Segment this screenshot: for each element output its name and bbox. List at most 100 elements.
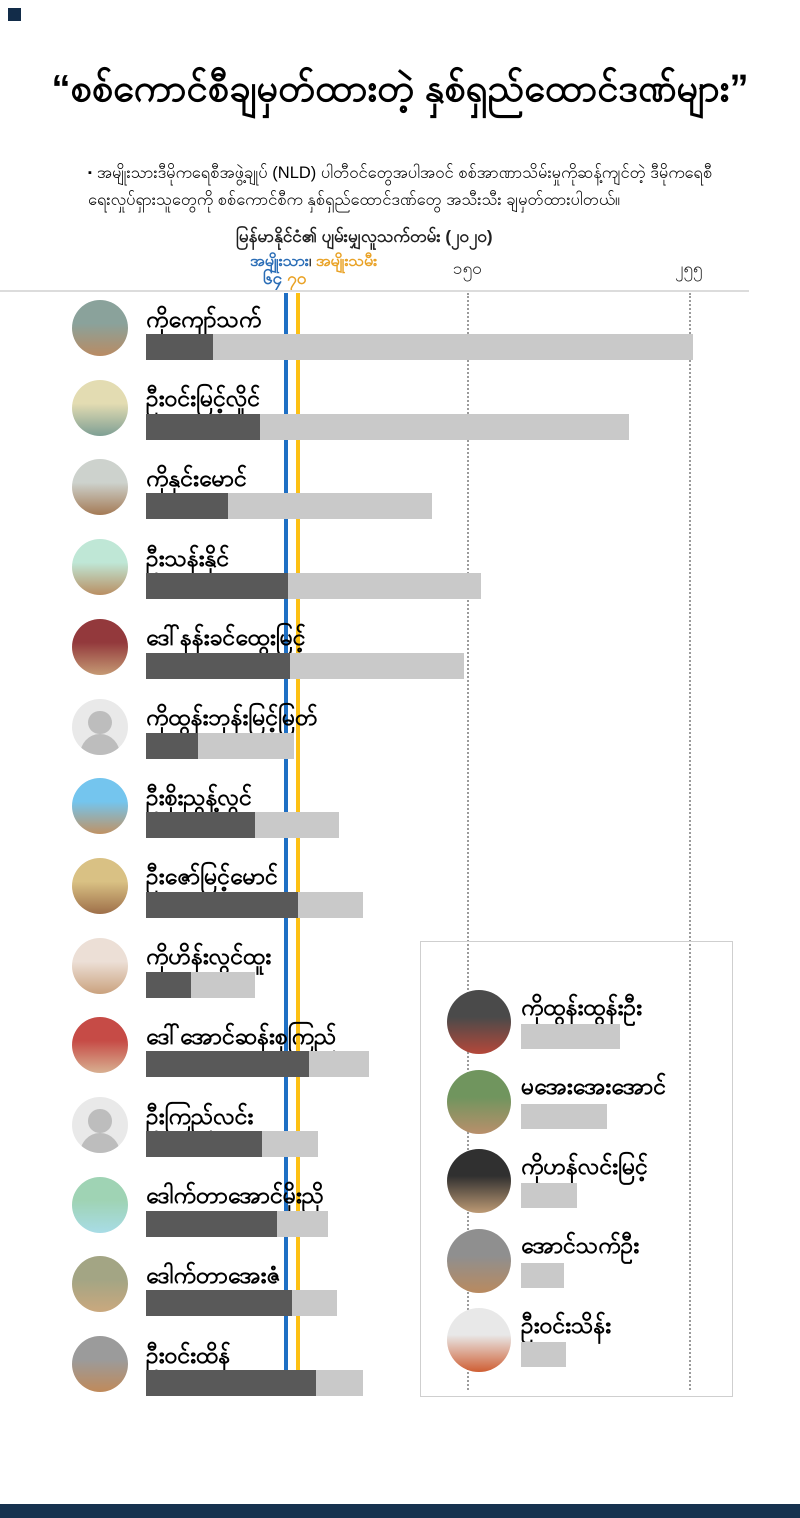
gridline-255 bbox=[689, 293, 691, 1390]
age-bar bbox=[146, 413, 260, 440]
avatar bbox=[72, 857, 128, 914]
person-row: ဒေါ်နန်းခင်ထွေးမြင့် bbox=[0, 611, 800, 687]
person-row: ဒေါက်တာအောင်မိုးညို bbox=[0, 1169, 800, 1245]
sentence-bar bbox=[146, 1370, 363, 1397]
avatar bbox=[72, 618, 128, 675]
avatar bbox=[447, 1228, 511, 1293]
inset-person-row: အောင်သက်ဦး bbox=[421, 1213, 730, 1295]
person-name: ဦးစိုးညွန့်လွင် bbox=[146, 783, 252, 810]
sentence-bar bbox=[146, 891, 363, 918]
person-name: ဒေါက်တာအေးဇံ bbox=[146, 1261, 281, 1288]
inset-person-row: ကိုထွန်းထွန်းဦး bbox=[421, 974, 730, 1056]
age-bar bbox=[146, 812, 256, 839]
age-bar bbox=[146, 891, 299, 918]
person-name: ဦးဇော်မြင့်မောင် bbox=[146, 863, 278, 890]
age-bar bbox=[146, 493, 228, 520]
person-name: အောင်သက်ဦး bbox=[521, 1232, 640, 1259]
chart-legend: အမျိုးသား၊ အမျိုးသမီး bbox=[250, 250, 377, 274]
sentence-bar bbox=[146, 493, 432, 520]
person-silhouette-icon bbox=[80, 734, 120, 755]
person-row: ဦးကြည်လင်း bbox=[0, 1089, 800, 1165]
axis-line bbox=[0, 290, 749, 292]
person-name: ဒေါ်နန်းခင်ထွေးမြင့် bbox=[146, 624, 306, 651]
sentence-bar bbox=[146, 812, 340, 839]
person-row: ဒေါ်အောင်ဆန်းစုကြည် bbox=[0, 1009, 800, 1085]
avatar bbox=[447, 1069, 511, 1134]
brand-mark bbox=[8, 8, 21, 21]
person-row: ကိုထွန်းဘုန်းမြင့်မြတ် bbox=[0, 691, 800, 767]
legend-male-label: အမျိုးသား bbox=[250, 253, 309, 270]
person-name: ကိုထွန်းဘုန်းမြင့်မြတ် bbox=[146, 704, 318, 731]
axis-tick-255: ၂၅၅ bbox=[675, 259, 703, 278]
age-bar bbox=[146, 732, 198, 759]
sentence-bar bbox=[521, 1103, 607, 1129]
avatar bbox=[447, 1308, 511, 1372]
avatar bbox=[72, 698, 128, 755]
page-title: “စစ်ကောင်စီချမှတ်ထားတဲ့ နှစ်ရှည်ထောင်ဒဏ်… bbox=[51, 68, 749, 110]
person-row: ဦးသန်းနိုင် bbox=[0, 531, 800, 607]
female-value-label: ၇၀ bbox=[287, 269, 307, 288]
person-row: ဦးဇော်မြင့်မောင် bbox=[0, 850, 800, 926]
female-life-expectancy-line bbox=[296, 293, 300, 1390]
inset-box: ကိုထွန်းထွန်းဦးမအေးအေးအောင်ကိုဟန်လင်းမြင… bbox=[420, 941, 733, 1397]
avatar bbox=[72, 539, 128, 596]
age-bar bbox=[146, 971, 192, 998]
age-bar bbox=[146, 1051, 310, 1078]
sentence-bar bbox=[146, 413, 629, 440]
inset-person-row: မအေးအေးအောင် bbox=[421, 1054, 730, 1136]
person-row: ကိုကျော်သက် bbox=[0, 292, 800, 368]
inset-person-row: ကိုဟန်လင်းမြင့် bbox=[421, 1133, 730, 1215]
person-name: ဦးဝင်းသိန်း bbox=[521, 1311, 612, 1338]
person-name: ဒေါ်အောင်ဆန်းစုကြည် bbox=[146, 1022, 337, 1049]
age-bar bbox=[146, 1290, 292, 1317]
person-name: ဦးဝင်းထိန် bbox=[146, 1341, 231, 1368]
sentence-bar bbox=[146, 1210, 329, 1237]
age-bar bbox=[146, 1210, 277, 1237]
male-value-label: ၆၄ bbox=[263, 269, 283, 288]
legend-separator: ၊ bbox=[308, 253, 312, 270]
avatar bbox=[72, 1176, 128, 1233]
gridline-150 bbox=[467, 293, 469, 1390]
person-name: ကိုထွန်းထွန်းဦး bbox=[521, 993, 643, 1020]
person-silhouette-icon bbox=[88, 1109, 112, 1133]
age-bar bbox=[146, 334, 213, 360]
person-row: ဦးစိုးညွန့်လွင် bbox=[0, 770, 800, 846]
avatar bbox=[72, 300, 128, 356]
person-name: မအေးအေးအောင် bbox=[521, 1073, 667, 1100]
person-row: ဦးဝင်းမြင့်လှိုင် bbox=[0, 372, 800, 448]
sentence-bar bbox=[146, 971, 256, 998]
inset-person-row: ဦးဝင်းသိန်း bbox=[421, 1292, 730, 1374]
person-row: ဦးဝင်းထိန် bbox=[0, 1328, 800, 1404]
avatar bbox=[72, 379, 128, 436]
sentence-bar bbox=[521, 1183, 577, 1208]
sentence-bar bbox=[146, 1051, 370, 1078]
square-bullet-icon: ▪ bbox=[88, 167, 92, 179]
intro-description: အမျိုးသားဒီမိုကရေစီအဖွဲ့ချုပ် (NLD) ပါတီ… bbox=[88, 164, 713, 210]
person-name: ဦးသန်းနိုင် bbox=[146, 544, 230, 571]
avatar bbox=[447, 990, 511, 1054]
legend-female-label: အမျိုးသမီး bbox=[315, 253, 378, 270]
sentence-bar bbox=[146, 1131, 318, 1157]
sentence-bar bbox=[521, 1262, 564, 1288]
chart-title: မြန်မာနိုင်ငံ၏ ပျမ်းမျှလူသက်တမ်း (၂၀၂၀) bbox=[236, 227, 493, 246]
person-name: ကိုဟိန်းလွင်ထူး bbox=[146, 943, 272, 970]
sentence-bar bbox=[146, 732, 295, 759]
avatar bbox=[72, 1336, 128, 1393]
person-row: ကိုဟိန်းလွင်ထူး bbox=[0, 930, 800, 1006]
avatar bbox=[72, 937, 128, 994]
avatar bbox=[72, 1256, 128, 1313]
age-bar bbox=[146, 652, 290, 679]
sentence-bar bbox=[146, 573, 481, 600]
life-expectancy-values: ၆၄ ၇၀ bbox=[263, 268, 306, 293]
person-name: ကိုကျော်သက် bbox=[146, 305, 262, 332]
avatar bbox=[72, 778, 128, 835]
person-silhouette-icon bbox=[88, 710, 112, 735]
avatar bbox=[72, 1017, 128, 1074]
person-name: ကိုဟန်လင်းမြင့် bbox=[521, 1152, 648, 1179]
sentence-bar bbox=[146, 1290, 338, 1317]
person-name: ဦးကြည်လင်း bbox=[146, 1102, 254, 1129]
sentence-bar bbox=[146, 652, 464, 679]
age-bar bbox=[146, 1131, 262, 1157]
axis-tick-150: ၁၅၀ bbox=[453, 259, 482, 278]
